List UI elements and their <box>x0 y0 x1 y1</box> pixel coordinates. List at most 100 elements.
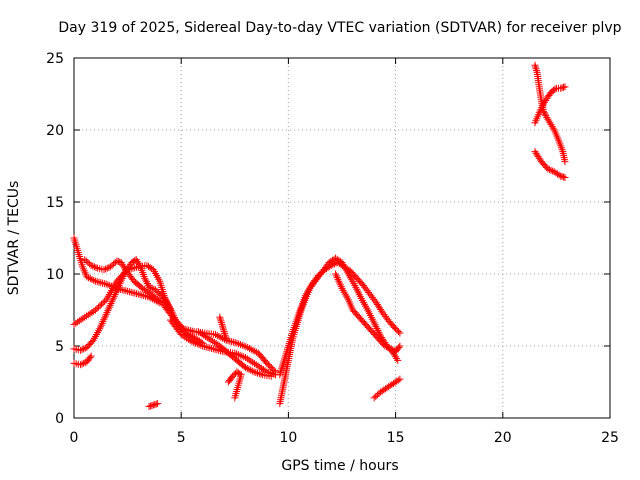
data-point-arc-c <box>117 276 125 284</box>
data-point-arc-p <box>535 109 543 117</box>
data-point-arc-l <box>314 271 322 279</box>
data-point-arc-l <box>394 328 402 336</box>
data-point-arc-f <box>191 339 199 347</box>
chart-title: Day 319 of 2025, Sidereal Day-to-day VTE… <box>58 20 621 36</box>
data-point-arc-h <box>217 319 225 327</box>
data-point-arc-e <box>269 365 277 373</box>
data-point-arc-n <box>396 375 404 383</box>
data-point-arc-e <box>212 330 220 338</box>
data-point-arc-f <box>240 353 248 361</box>
data-point-arc-c <box>142 278 150 286</box>
data-point-arc-g <box>203 334 211 342</box>
data-point-arc-d <box>78 360 86 368</box>
data-point-arc-b <box>72 319 80 327</box>
data-point-arc-e <box>110 260 118 268</box>
data-point-arc-m <box>381 342 389 350</box>
data-point-arc-e <box>81 256 89 264</box>
data-point-arc-g <box>242 364 250 372</box>
data-point-arc-a <box>104 281 112 289</box>
data-point-arc-c <box>101 312 109 320</box>
grid-lines <box>74 58 610 418</box>
data-point-arc-j <box>229 372 237 380</box>
y-tick-label: 10 <box>46 267 64 283</box>
data-point-arc-c <box>105 305 113 313</box>
data-point-arc-p <box>538 104 546 112</box>
data-point-arc-l <box>392 325 400 333</box>
data-point-arc-h <box>218 322 226 330</box>
data-point-arc-f <box>238 352 246 360</box>
data-point-arc-e <box>249 346 257 354</box>
data-point-arc-e <box>90 263 98 271</box>
data-point-arc-e <box>233 339 241 347</box>
data-point-arc-b <box>93 305 101 313</box>
data-point-arc-d <box>87 352 95 360</box>
data-point-arc-p <box>537 105 545 113</box>
x-axis-label: GPS time / hours <box>281 458 398 474</box>
data-point-arc-c <box>76 346 84 354</box>
data-point-arc-j <box>231 394 239 402</box>
data-point-arc-f <box>177 330 185 338</box>
data-point-arc-b <box>86 310 94 318</box>
data-point-arc-e <box>251 347 259 355</box>
data-point-arc-a <box>85 274 93 282</box>
data-point-arc-f <box>234 351 242 359</box>
data-point-arc-o <box>548 122 556 130</box>
data-point-arc-b <box>70 320 78 328</box>
data-point-arc-e <box>213 331 221 339</box>
data-point-arc-c <box>97 321 105 329</box>
data-point-arc-c <box>112 289 120 297</box>
data-point-arc-g <box>210 338 218 346</box>
axis-ticks: 0 5 10 15 20 25 0 5 10 15 20 25 <box>46 51 619 446</box>
data-point-arc-c <box>105 303 113 311</box>
data-point-arc-d <box>76 361 84 369</box>
data-point-arc-h <box>216 313 224 321</box>
data-point-arc-q <box>555 171 563 179</box>
data-point-arc-e <box>87 261 95 269</box>
data-point-arc-c <box>133 257 141 265</box>
data-point-arc-m <box>336 279 344 287</box>
data-point-arc-e <box>267 364 275 372</box>
data-point-arc-p <box>561 83 569 91</box>
data-point-arc-f <box>254 362 262 370</box>
data-point-arc-b <box>95 303 103 311</box>
data-point-arc-g <box>257 370 265 378</box>
data-point-arc-e <box>92 264 100 272</box>
data-point-arc-c <box>108 298 116 306</box>
data-point-arc-c <box>111 291 119 299</box>
data-point-arc-c <box>151 286 159 294</box>
data-point-arc-e <box>106 263 114 271</box>
data-point-arc-f <box>249 358 257 366</box>
data-point-arc-c <box>113 287 121 295</box>
data-point-arc-e <box>118 260 126 268</box>
data-point-arc-e <box>119 262 127 270</box>
data-point-arc-e <box>244 343 252 351</box>
data-point-arc-h <box>222 333 230 341</box>
data-point-arc-e <box>247 345 255 353</box>
data-point-arc-h <box>220 328 228 336</box>
data-point-arc-p <box>540 100 548 108</box>
y-tick-label: 5 <box>55 339 64 355</box>
y-axis-label: SDTVAR / TECUs <box>6 181 22 296</box>
data-point-arc-b <box>96 302 104 310</box>
data-point-arc-q <box>545 166 553 174</box>
data-point-arc-m <box>386 344 394 352</box>
data-point-arc-g <box>201 332 209 340</box>
data-point-arc-l <box>316 270 324 278</box>
data-point-arc-e <box>263 359 271 367</box>
x-tick-label: 25 <box>601 430 619 446</box>
x-tick-label: 10 <box>279 430 297 446</box>
data-point-arc-c <box>135 261 143 269</box>
data-point-arc-e <box>100 266 108 274</box>
data-point-arc-h <box>218 320 226 328</box>
data-point-arc-o <box>531 63 539 71</box>
data-point-arc-g <box>267 372 275 380</box>
data-point-arc-e <box>266 362 274 370</box>
data-point-arc-p <box>541 98 549 106</box>
data-point-arc-g <box>255 370 263 378</box>
data-point-arc-c <box>109 296 117 304</box>
data-point-arc-a <box>86 275 94 283</box>
data-point-arc-a <box>88 275 96 283</box>
data-point-arc-g <box>200 331 208 339</box>
data-point-arc-a <box>106 282 114 290</box>
x-tick-label: 0 <box>70 430 79 446</box>
